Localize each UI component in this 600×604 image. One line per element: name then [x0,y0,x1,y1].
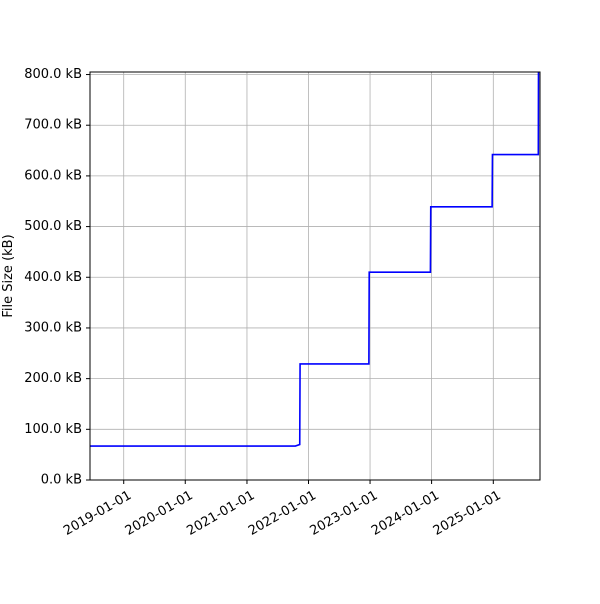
x-tick-label: 2021-01-01 [184,488,257,539]
series-layer [90,71,540,447]
y-tick-label: 700.0 kB [24,118,82,133]
plot-area-frame [89,71,541,481]
y-tick-label: 200.0 kB [24,371,82,386]
grid [90,72,540,481]
y-tick-label: 300.0 kB [24,320,82,335]
y-tick-label: 100.0 kB [24,422,82,437]
y-tick-label: 600.0 kB [24,168,82,183]
y-tick-label: 500.0 kB [24,219,82,234]
series-line-0 [90,71,540,447]
x-tick-label: 2024-01-01 [369,488,442,539]
x-tick-label: 2025-01-01 [431,488,504,539]
y-tick-label: 400.0 kB [24,270,82,285]
y-tick-label: 800.0 kB [24,67,82,82]
x-tick-label: 2020-01-01 [123,488,196,539]
x-tick-label: 2022-01-01 [246,488,319,539]
x-tick-label: 2019-01-01 [61,488,134,539]
x-tick-label: 2023-01-01 [308,488,381,539]
y-tick-label: 0.0 kB [41,473,82,488]
y-axis-label: File Size (kB) [1,234,16,317]
